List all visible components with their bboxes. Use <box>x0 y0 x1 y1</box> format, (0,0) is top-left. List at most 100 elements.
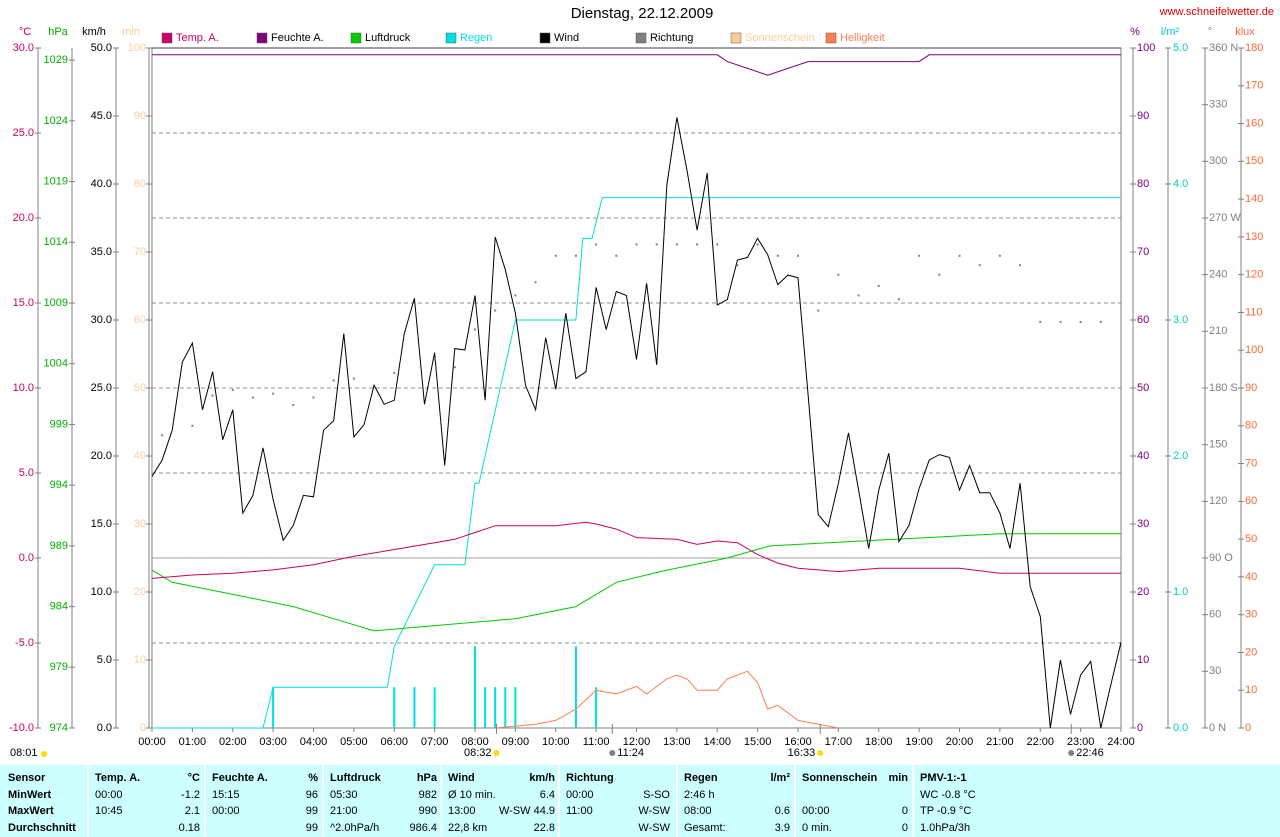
direction-dot <box>474 328 476 331</box>
legend-label: Wind <box>554 32 579 44</box>
direction-dot <box>393 371 396 374</box>
legend-swatch <box>730 32 742 44</box>
direction-dot <box>211 394 214 397</box>
table-header: Sonnenschein <box>802 772 877 784</box>
x-tick-label: 12:00 <box>623 736 651 748</box>
y-tick-label: 50 <box>134 382 146 394</box>
table-unit: % <box>308 772 318 784</box>
x-tick-label: 13:00 <box>663 736 691 748</box>
rain-bar <box>504 687 507 728</box>
table-cell: 22.8 <box>534 822 555 834</box>
rain-bar <box>272 687 275 728</box>
marker-icon <box>1068 750 1075 756</box>
y-tick-label: 1014 <box>44 236 68 248</box>
table-cell: 0 <box>902 805 908 817</box>
table-cell: W-SW <box>638 805 670 817</box>
direction-dot <box>494 309 497 312</box>
direction-dot <box>998 254 1001 257</box>
x-tick-label: 03:00 <box>259 736 287 748</box>
y-tick-label: 1019 <box>44 175 68 187</box>
direction-dot <box>332 379 335 382</box>
legend-label: Sonnenschein <box>745 32 815 44</box>
legend-swatch <box>539 32 551 44</box>
table-cell: W-SW <box>638 822 670 834</box>
y-tick-label: 90 <box>134 110 146 122</box>
direction-dot <box>251 396 254 399</box>
table-cell: 6.4 <box>540 789 555 801</box>
direction-dot <box>918 254 921 257</box>
rain-bar <box>514 687 517 728</box>
y-tick-label: 2.0 <box>1173 450 1188 462</box>
axis-unit: ° <box>1208 26 1212 38</box>
y-tick-label: 1.0 <box>1173 586 1188 598</box>
y-tick-label: 5.0 <box>1173 42 1188 54</box>
y-tick-label: -5.0 <box>15 637 34 649</box>
legend-label: Richtung <box>650 32 693 44</box>
direction-dot <box>272 392 275 395</box>
direction-dot <box>837 273 840 276</box>
table-cell: 3.9 <box>775 822 790 834</box>
direction-dot <box>675 243 678 246</box>
y-tick-label: 50 <box>1137 382 1149 394</box>
y-tick-label: 0 <box>140 722 146 734</box>
rain-bar <box>433 687 436 728</box>
direction-dot <box>897 298 900 301</box>
y-tick-label: 5.0 <box>97 654 112 666</box>
y-tick-label: 70 <box>1137 246 1149 258</box>
table-cell: 22,8 km <box>448 822 487 834</box>
y-tick-label: 240 <box>1209 269 1227 281</box>
x-tick-label: 20:00 <box>946 736 974 748</box>
legend-label: Regen <box>460 32 492 44</box>
y-tick-label: 25.0 <box>91 382 112 394</box>
direction-dot <box>534 281 537 284</box>
y-tick-label: 10 <box>1245 684 1257 696</box>
y-tick-label: 10.0 <box>13 382 34 394</box>
marker-icon <box>609 750 616 756</box>
y-tick-label: 60 <box>1209 609 1221 621</box>
y-tick-label: -10.0 <box>9 722 34 734</box>
y-tick-label: 979 <box>50 661 68 673</box>
y-tick-label: 30.0 <box>13 42 34 54</box>
y-tick-label: 40 <box>1137 450 1149 462</box>
table-cell: 21:00 <box>330 805 358 817</box>
direction-dot <box>877 285 880 287</box>
y-tick-label: 984 <box>50 600 68 612</box>
direction-dot <box>857 294 860 297</box>
direction-dot <box>1099 320 1102 323</box>
legend-label: Helligkeit <box>840 32 885 44</box>
y-tick-label: 70 <box>1245 457 1257 469</box>
legend-swatch <box>256 32 268 44</box>
direction-dot <box>312 396 315 399</box>
series-line <box>152 54 1121 76</box>
row-label: Durchschnitt <box>8 822 76 834</box>
x-tick-label: 10:00 <box>542 736 570 748</box>
x-tick-label: 19:00 <box>905 736 933 748</box>
legend-label: Luftdruck <box>365 32 411 44</box>
series-line <box>151 533 1121 632</box>
table-cell: 2:46 h <box>684 789 715 801</box>
marker-label: 22:46 <box>1076 747 1104 759</box>
table-header: Luftdruck <box>330 772 382 784</box>
y-tick-label: 80 <box>1137 178 1149 190</box>
x-tick-label: 11:00 <box>583 736 610 748</box>
y-tick-label: 100 <box>1137 42 1155 54</box>
y-tick-label: 360 N <box>1209 42 1238 54</box>
table-unit: min <box>888 772 908 784</box>
marker-label: 08:32 <box>464 747 492 759</box>
marker-icon <box>817 750 824 756</box>
y-tick-label: 30 <box>1245 609 1257 621</box>
axis-unit: min <box>122 26 140 38</box>
y-tick-label: 45.0 <box>91 110 112 122</box>
source-link[interactable]: www.schneifelwetter.de <box>1159 6 1274 18</box>
y-tick-label: 30.0 <box>91 314 112 326</box>
direction-dot <box>736 264 739 267</box>
direction-dot <box>191 424 194 427</box>
x-tick-label: 04:00 <box>300 736 328 748</box>
table-header: Sensor <box>8 772 46 784</box>
table-cell: 986.4 <box>409 822 437 834</box>
table-cell: 11:00 <box>566 805 593 817</box>
direction-dot <box>1079 320 1082 323</box>
direction-dot <box>958 254 961 257</box>
